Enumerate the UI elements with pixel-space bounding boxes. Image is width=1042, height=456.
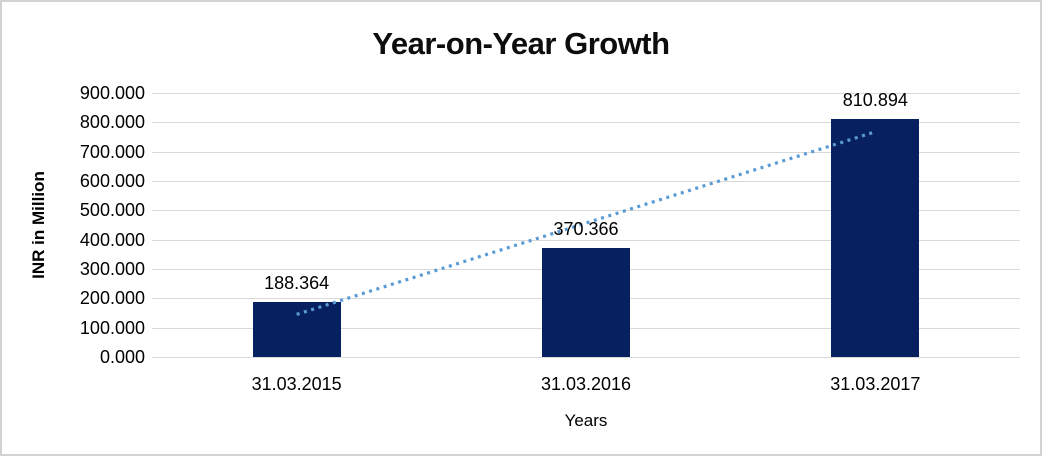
trendline bbox=[296, 130, 876, 316]
bar-31.03.2015 bbox=[252, 301, 341, 357]
x-axis-tick-label: 31.03.2016 bbox=[540, 374, 632, 394]
gridline bbox=[152, 210, 1020, 212]
bar-31.03.2017 bbox=[831, 119, 920, 357]
y-axis-tick-label: 500.000 bbox=[79, 200, 145, 221]
x-axis-tick-label: 31.03.2015 bbox=[251, 374, 342, 394]
gridline bbox=[152, 181, 1020, 182]
gridline bbox=[152, 122, 1020, 124]
y-axis-tick-label: 800.000 bbox=[79, 112, 145, 133]
gridline bbox=[152, 357, 1020, 358]
gridline bbox=[152, 239, 1020, 241]
bar-value-label: 810.894 bbox=[842, 90, 908, 111]
x-axis-title: Years bbox=[564, 411, 608, 430]
bar-value-label: 188.364 bbox=[264, 272, 330, 293]
y-axis-tick-label: 300.000 bbox=[79, 259, 145, 279]
x-axis-tick-label: 31.03.2017 bbox=[830, 374, 921, 394]
bar-31.03.2016 bbox=[542, 248, 630, 357]
y-axis-tick-label: 700.000 bbox=[79, 141, 145, 162]
y-axis-tick-label: 600.000 bbox=[79, 171, 145, 191]
y-axis-tick-label: 900.000 bbox=[79, 83, 145, 103]
y-axis-tick-label: 400.000 bbox=[79, 229, 145, 250]
y-axis-tick-label: 0.000 bbox=[99, 347, 145, 367]
plot-area bbox=[152, 93, 1020, 358]
chart-title: Year-on-Year Growth bbox=[372, 26, 670, 61]
bar-value-label: 370.366 bbox=[553, 219, 619, 240]
y-axis-tick-label: 200.000 bbox=[79, 288, 145, 309]
y-axis-tick-label: 100.000 bbox=[79, 317, 145, 338]
gridline bbox=[152, 151, 1020, 153]
gridline bbox=[152, 93, 1020, 94]
